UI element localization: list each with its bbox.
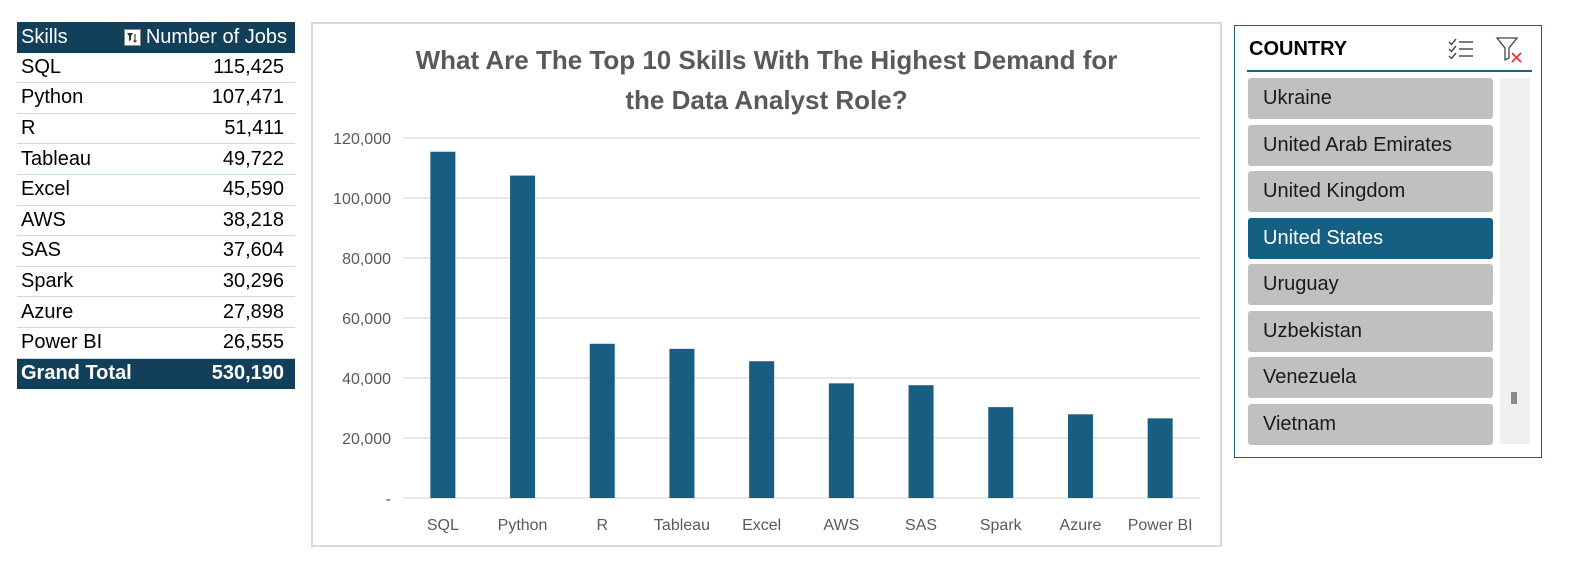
- table-row: Spark 30,296: [17, 267, 295, 298]
- scrollbar-thumb[interactable]: [1511, 392, 1517, 404]
- x-tick-label: SAS: [905, 517, 937, 534]
- table-row: Power BI 26,555: [17, 328, 295, 359]
- slicer-item[interactable]: United States: [1248, 217, 1493, 259]
- x-tick-label: Azure: [1060, 517, 1102, 534]
- jobs-cell: 27,898: [222, 300, 284, 323]
- chart-title: What Are The Top 10 Skills With The High…: [313, 40, 1220, 120]
- pivot-grand-total-row: Grand Total 530,190: [17, 358, 295, 390]
- x-tick-label: SQL: [427, 517, 459, 534]
- bar[interactable]: [749, 361, 775, 498]
- skill-cell: SAS: [21, 239, 62, 262]
- bar[interactable]: [430, 151, 456, 498]
- table-row: AWS 38,218: [17, 206, 295, 237]
- bar[interactable]: [828, 383, 854, 498]
- jobs-cell: 26,555: [222, 331, 284, 354]
- table-row: Azure 27,898: [17, 297, 295, 328]
- bar[interactable]: [589, 343, 615, 498]
- skill-cell: R: [21, 117, 36, 140]
- x-tick-label: Spark: [980, 517, 1023, 534]
- bar[interactable]: [908, 385, 934, 498]
- skill-cell: SQL: [21, 55, 62, 78]
- slicer-item[interactable]: Vietnam: [1248, 403, 1493, 445]
- y-tick-label: 20,000: [342, 431, 391, 448]
- slicer-item-list: Ukraine United Arab Emirates United Kingdo…: [1248, 78, 1493, 450]
- x-tick-label: Excel: [742, 517, 781, 534]
- table-row: SQL 115,425: [17, 53, 295, 84]
- slicer-title: COUNTRY: [1249, 38, 1348, 60]
- pivot-table: Skills Number of Jobs SQL 115,425 Python 10…: [17, 22, 295, 390]
- y-tick-label: 100,000: [333, 191, 391, 208]
- jobs-cell: 38,218: [222, 208, 284, 231]
- bar[interactable]: [1067, 414, 1093, 498]
- skill-cell: Power BI: [21, 331, 103, 354]
- jobs-cell: 51,411: [224, 117, 284, 140]
- table-row: Python 107,471: [17, 83, 295, 114]
- jobs-cell: 37,604: [222, 239, 284, 262]
- pivot-header-skills: Skills: [21, 25, 68, 48]
- multi-select-icon[interactable]: [1447, 36, 1475, 67]
- bar[interactable]: [510, 175, 536, 498]
- bar[interactable]: [669, 348, 695, 498]
- slicer-divider: [1247, 70, 1532, 72]
- slicer-scrollbar[interactable]: [1500, 78, 1530, 444]
- skill-cell: Tableau: [21, 147, 92, 170]
- pivot-header-jobs: Number of Jobs: [145, 25, 287, 48]
- jobs-cell: 107,471: [211, 86, 284, 109]
- chart-title-line-2: the Data Analyst Role?: [625, 85, 908, 115]
- pivot-header-row: Skills Number of Jobs: [17, 22, 295, 53]
- x-tick-label: R: [596, 517, 608, 534]
- chart-title-line-1: What Are The Top 10 Skills With The High…: [415, 45, 1118, 75]
- filter-dropdown-icon[interactable]: [123, 28, 141, 46]
- skill-cell: Excel: [21, 178, 70, 201]
- slicer-item[interactable]: Ukraine: [1248, 78, 1493, 119]
- jobs-cell: 115,425: [213, 55, 284, 78]
- skill-cell: AWS: [21, 208, 66, 231]
- x-tick-label: AWS: [823, 517, 859, 534]
- grand-total-label: Grand Total: [21, 362, 132, 385]
- y-tick-label: 120,000: [333, 131, 391, 148]
- y-tick-label: 60,000: [342, 311, 391, 328]
- clear-filter-icon[interactable]: [1495, 36, 1525, 69]
- table-row: Tableau 49,722: [17, 144, 295, 175]
- bar[interactable]: [1147, 418, 1173, 498]
- slicer-item[interactable]: United Kingdom: [1248, 171, 1493, 212]
- slicer-item[interactable]: United Arab Emirates: [1248, 124, 1493, 166]
- grand-total-value: 530,190: [211, 362, 284, 385]
- y-tick-label: 80,000: [342, 251, 391, 268]
- table-row: Excel 45,590: [17, 175, 295, 206]
- table-row: R 51,411: [17, 114, 295, 145]
- y-tick-label: 40,000: [342, 371, 391, 388]
- x-tick-label: Power BI: [1128, 517, 1193, 534]
- bar-chart: - 20,000 40,000 60,000 80,000 100,000 120,000 S…: [333, 131, 1200, 534]
- chart-area[interactable]: What Are The Top 10 Skills With The High…: [311, 22, 1222, 547]
- country-slicer: COUNTRY Ukraine United Arab Emirates Unite…: [1234, 25, 1542, 458]
- table-row: SAS 37,604: [17, 236, 295, 267]
- jobs-cell: 49,722: [222, 147, 284, 170]
- y-tick-label: -: [386, 491, 391, 508]
- skill-cell: Python: [21, 86, 84, 109]
- slicer-item[interactable]: Uruguay: [1248, 264, 1493, 305]
- jobs-cell: 45,590: [222, 178, 284, 201]
- slicer-item[interactable]: Uzbekistan: [1248, 310, 1493, 352]
- slicer-item[interactable]: Venezuela: [1248, 357, 1493, 398]
- bar[interactable]: [988, 407, 1014, 498]
- skill-cell: Spark: [21, 270, 74, 293]
- jobs-cell: 30,296: [222, 270, 284, 293]
- skill-cell: Azure: [21, 300, 74, 323]
- x-tick-label: Tableau: [654, 517, 710, 534]
- x-tick-label: Python: [498, 517, 548, 534]
